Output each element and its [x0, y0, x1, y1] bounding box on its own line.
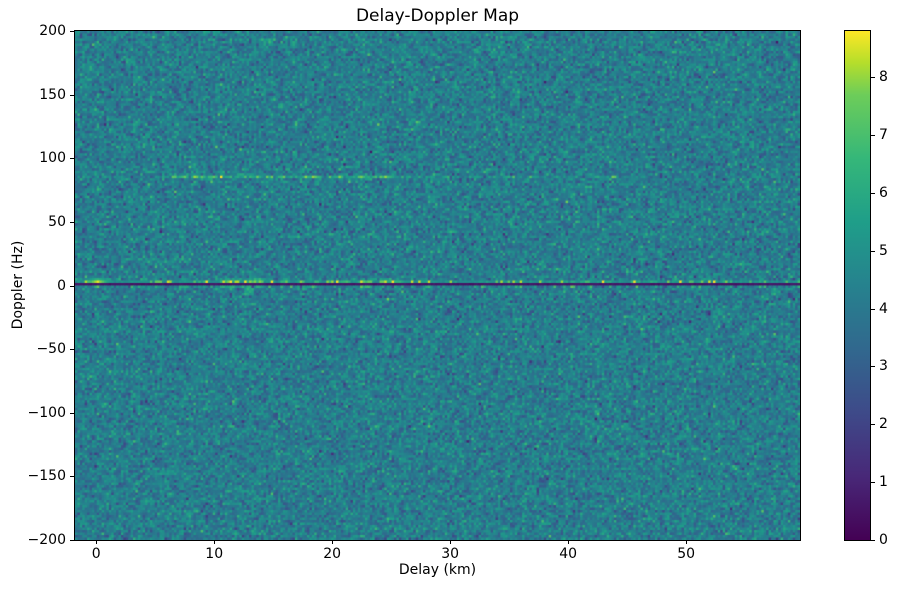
- colorbar-tick-mark: [871, 366, 875, 368]
- y-tick-label: 150: [39, 86, 66, 103]
- y-tick-label: 0: [57, 277, 66, 294]
- y-tick-mark: [70, 94, 74, 96]
- x-tick-mark: [450, 540, 452, 544]
- y-tick-mark: [70, 31, 74, 32]
- colorbar-tick-mark: [871, 482, 875, 484]
- colorbar-tick-mark: [871, 250, 875, 252]
- y-tick-label: 100: [39, 150, 66, 167]
- y-tick-label: 50: [48, 213, 66, 230]
- colorbar-tick-label: 8: [879, 69, 888, 86]
- colorbar-tick-mark: [871, 192, 875, 194]
- y-tick-mark: [70, 285, 74, 287]
- colorbar-tick-mark: [871, 308, 875, 310]
- x-tick-label: 0: [91, 546, 101, 562]
- y-tick-mark: [70, 412, 74, 414]
- colorbar-tick-label: 1: [879, 474, 888, 491]
- x-tick-mark: [96, 540, 98, 544]
- y-tick-label: 200: [39, 23, 66, 39]
- delay-doppler-heatmap: [75, 31, 800, 540]
- colorbar-tick-mark: [871, 135, 875, 137]
- chart-title: Delay-Doppler Map: [355, 6, 520, 26]
- colorbar-tick-label: 0: [879, 532, 888, 548]
- y-tick-label: −150: [27, 468, 66, 485]
- y-tick-mark: [70, 158, 74, 160]
- y-tick-label: −200: [27, 532, 66, 548]
- x-tick-mark: [686, 540, 688, 544]
- y-tick-mark: [70, 349, 74, 351]
- y-tick-label: −100: [27, 404, 66, 421]
- x-tick-label: 20: [323, 546, 342, 562]
- plot-area: [74, 30, 801, 541]
- colorbar-tick-label: 5: [879, 242, 888, 259]
- colorbar: [844, 30, 871, 541]
- colorbar-tick-label: 3: [879, 358, 888, 375]
- x-tick-label: 30: [441, 546, 460, 562]
- y-tick-mark: [70, 476, 74, 478]
- y-tick-mark: [70, 221, 74, 223]
- y-tick-label: −50: [36, 341, 66, 358]
- colorbar-tick-mark: [871, 424, 875, 426]
- colorbar-tick-mark: [871, 77, 875, 79]
- colorbar-tick-label: 2: [879, 416, 888, 433]
- colorbar-tick-label: 6: [879, 184, 888, 201]
- x-tick-mark: [568, 540, 570, 544]
- x-tick-label: 50: [677, 546, 696, 562]
- x-tick-label: 40: [559, 546, 578, 562]
- x-tick-mark: [214, 540, 216, 544]
- colorbar-tick-label: 7: [879, 127, 888, 144]
- x-tick-label: 10: [205, 546, 224, 562]
- colorbar-tick-mark: [871, 540, 875, 541]
- colorbar-tick-label: 4: [879, 300, 888, 317]
- y-tick-mark: [70, 540, 74, 541]
- x-tick-mark: [332, 540, 334, 544]
- x-axis-label: Delay (km): [398, 562, 477, 578]
